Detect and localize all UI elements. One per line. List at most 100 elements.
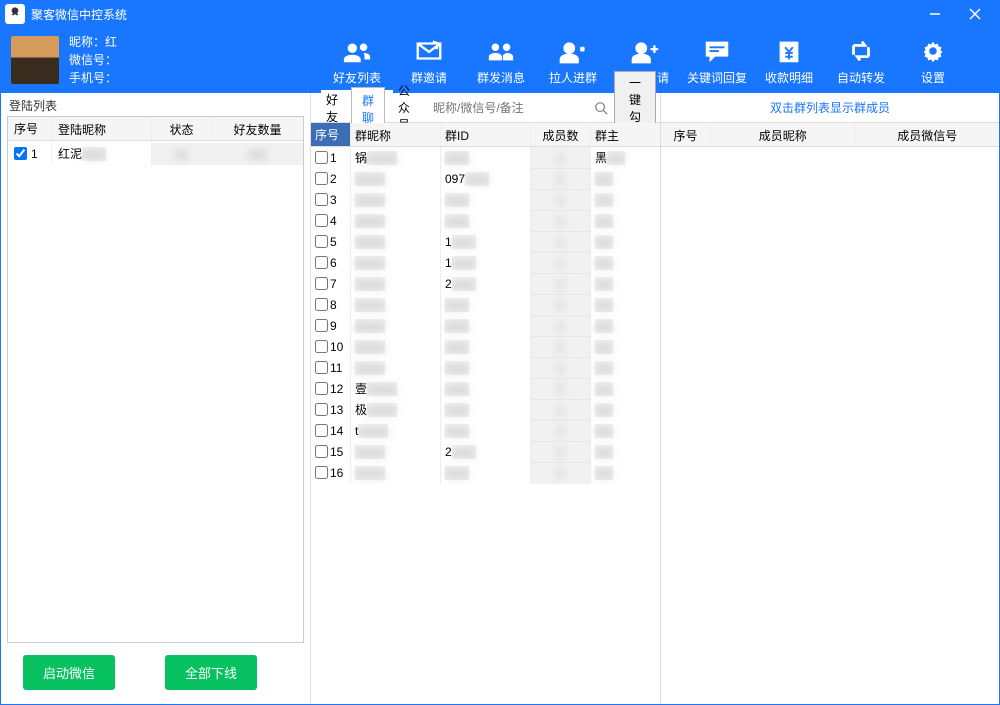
mcol-name: 成员昵称 — [711, 123, 856, 146]
group-row-name: txxxxx — [351, 420, 441, 442]
group-row-id: 1xxxx — [441, 231, 531, 253]
gcol-id: 群ID — [441, 123, 531, 146]
tabs-row: 好友群聊公众号 一键勾选 — [311, 93, 660, 123]
group-row-id: xxxx — [441, 462, 531, 484]
group-row-owner: xxx — [591, 294, 660, 316]
group-row-checkbox[interactable] — [315, 172, 328, 185]
col-index: 序号 — [8, 117, 52, 140]
group-row-owner: xxx — [591, 420, 660, 442]
group-row-count: x — [531, 336, 591, 358]
group-row-checkbox[interactable] — [315, 193, 328, 206]
group-row-owner: xxx — [591, 399, 660, 421]
group-row-checkbox[interactable] — [315, 151, 328, 164]
group-row[interactable]: 12壹xxxxxxxxx1xxx — [311, 378, 660, 399]
group-row-checkbox[interactable] — [315, 466, 328, 479]
group-row-count: x — [531, 441, 591, 463]
titlebar: 聚客微信中控系统 — [1, 1, 999, 27]
group-row-id: 2xxxx — [441, 441, 531, 463]
group-row-id: xxxx — [441, 147, 531, 169]
search-input[interactable] — [429, 99, 592, 117]
group-row[interactable]: 9xxxxxxxxxxxxx — [311, 315, 660, 336]
group-row-checkbox[interactable] — [315, 298, 328, 311]
group-row[interactable]: 6xxxxx1xxxxxxxx — [311, 252, 660, 273]
group-row-name: xxxxx — [351, 294, 441, 316]
nav-label: 好友列表 — [333, 69, 381, 86]
login-table-header: 序号 登陆昵称 状态 好友数量 — [8, 117, 303, 141]
group-row[interactable]: 1锅xxxxxxxxxx黑xxx — [311, 147, 660, 168]
group-row-checkbox[interactable] — [315, 256, 328, 269]
minimize-button[interactable] — [915, 1, 955, 27]
nav-label: 拉人进群 — [549, 69, 597, 86]
envelope-icon — [414, 35, 444, 67]
group-row-checkbox[interactable] — [315, 340, 328, 353]
group-row[interactable]: 3xxxxxxxxxxxxx — [311, 189, 660, 210]
group-row-checkbox[interactable] — [315, 361, 328, 374]
group-row-checkbox[interactable] — [315, 277, 328, 290]
group-row-checkbox[interactable] — [315, 424, 328, 437]
group-row-owner: xxx — [591, 462, 660, 484]
all-offline-button[interactable]: 全部下线 — [165, 655, 257, 690]
group-grid: 序号 群昵称 群ID 成员数 群主 1锅xxxxxxxxxx黑xxx 2xxxx… — [311, 123, 660, 704]
group-row-count: x — [531, 189, 591, 211]
group-row-checkbox[interactable] — [315, 403, 328, 416]
group-row-owner: xxx — [591, 441, 660, 463]
group-row[interactable]: 10xxxxxxxxxxxxx — [311, 336, 660, 357]
search-icon[interactable] — [594, 100, 608, 116]
group-row-count: x — [531, 210, 591, 232]
member-hint: 双击群列表显示群成员 — [661, 93, 999, 123]
mcol-wechat: 成员微信号 — [856, 123, 1000, 146]
group-row[interactable]: 2xxxxx097xxxxxxxx — [311, 168, 660, 189]
group-row-count: x — [531, 252, 591, 274]
close-button[interactable] — [955, 1, 995, 27]
group-row[interactable]: 14txxxxxxxxx1xxx — [311, 420, 660, 441]
group-row[interactable]: 5xxxxx1xxxxxxxx — [311, 231, 660, 252]
login-buttons: 启动微信 全部下线 — [3, 643, 308, 702]
group-row[interactable]: 8xxxxxxxxxxxxx — [311, 294, 660, 315]
login-row-status: xx — [152, 143, 212, 165]
group-row-checkbox[interactable] — [315, 214, 328, 227]
gcol-count: 成员数 — [531, 123, 591, 146]
nav-mass-msg[interactable]: 群发消息 — [465, 29, 537, 93]
nav-keyword-reply[interactable]: 关键词回复 — [681, 29, 753, 93]
group-row-id: xxxx — [441, 315, 531, 337]
login-row[interactable]: 1红泥xxxxxxxxx — [8, 141, 303, 166]
group-row-checkbox[interactable] — [315, 382, 328, 395]
start-wechat-button[interactable]: 启动微信 — [23, 655, 115, 690]
group-row[interactable]: 11xxxxxxxxxxxxx — [311, 357, 660, 378]
group-row-owner: xxx — [591, 357, 660, 379]
group-row-count: x — [531, 147, 591, 169]
group-row[interactable]: 13极xxxxxxxxxxxxx — [311, 399, 660, 420]
group-row-checkbox[interactable] — [315, 319, 328, 332]
group-row-count: x — [531, 168, 591, 190]
group-row-checkbox[interactable] — [315, 445, 328, 458]
login-panel: 登陆列表 序号 登陆昵称 状态 好友数量 1红泥xxxxxxxxx 启动微信 全… — [1, 93, 311, 704]
group-row[interactable]: 16xxxxxxxxxxxxx — [311, 462, 660, 483]
group-row-owner: xxx — [591, 252, 660, 274]
nav-settings[interactable]: 设置 — [897, 29, 969, 93]
group-row[interactable]: 15xxxxx2xxxxxxxx — [311, 441, 660, 462]
group-row-name: xxxxx — [351, 189, 441, 211]
nav-payment-detail[interactable]: 收款明细 — [753, 29, 825, 93]
nav-pull-group[interactable]: 拉人进群 — [537, 29, 609, 93]
money-icon — [774, 35, 804, 67]
col-friend-count: 好友数量 — [212, 117, 303, 140]
gcol-index: 序号 — [311, 123, 351, 146]
group-row-checkbox[interactable] — [315, 235, 328, 248]
gear-icon — [918, 35, 948, 67]
login-row-checkbox[interactable] — [14, 147, 27, 160]
nav-auto-forward[interactable]: 自动转发 — [825, 29, 897, 93]
group-row-id: xxxx — [441, 210, 531, 232]
group-row[interactable]: 4xxxxxxxxxxxxx — [311, 210, 660, 231]
group-row[interactable]: 7xxxxx2xxxxxxxx — [311, 273, 660, 294]
group-row-owner: xxx — [591, 189, 660, 211]
group-row-name: xxxxx — [351, 315, 441, 337]
nav-friends-list[interactable]: 好友列表 — [321, 29, 393, 93]
nav-label: 收款明细 — [765, 69, 813, 86]
group-row-id: xxxx — [441, 399, 531, 421]
group-grid-header: 序号 群昵称 群ID 成员数 群主 — [311, 123, 660, 147]
group-row-owner: 黑xxx — [591, 145, 660, 170]
group-row-owner: xxx — [591, 336, 660, 358]
group-row-owner: xxx — [591, 210, 660, 232]
group-row-name: xxxxx — [351, 210, 441, 232]
group-row-name: xxxxx — [351, 231, 441, 253]
